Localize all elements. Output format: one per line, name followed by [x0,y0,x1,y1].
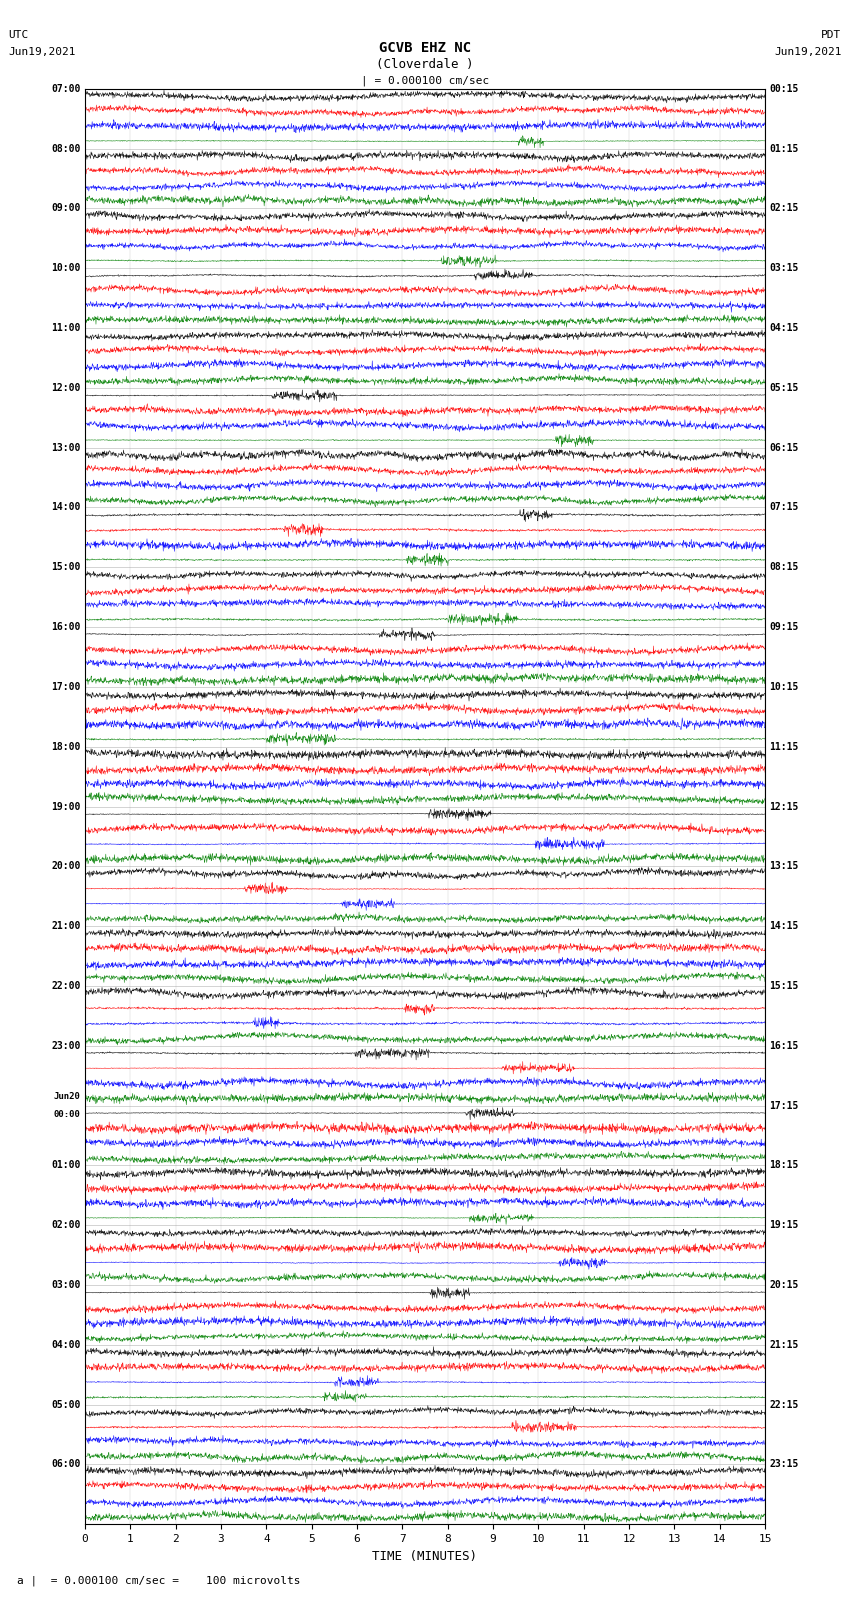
Text: 18:15: 18:15 [769,1160,799,1171]
Text: 05:00: 05:00 [51,1400,81,1410]
Text: 07:00: 07:00 [51,84,81,94]
Text: 20:00: 20:00 [51,861,81,871]
Text: 16:15: 16:15 [769,1040,799,1050]
Text: 10:00: 10:00 [51,263,81,273]
Text: 19:15: 19:15 [769,1219,799,1231]
Text: 02:00: 02:00 [51,1219,81,1231]
Text: UTC: UTC [8,31,29,40]
Text: 00:00: 00:00 [54,1110,81,1119]
Text: 06:15: 06:15 [769,442,799,453]
Text: 08:15: 08:15 [769,563,799,573]
Text: 00:15: 00:15 [769,84,799,94]
Text: 06:00: 06:00 [51,1460,81,1469]
Text: 04:00: 04:00 [51,1340,81,1350]
Text: 03:00: 03:00 [51,1281,81,1290]
Text: 11:15: 11:15 [769,742,799,752]
Text: PDT: PDT [821,31,842,40]
Text: 19:00: 19:00 [51,802,81,811]
Text: 11:00: 11:00 [51,323,81,332]
Text: 17:00: 17:00 [51,682,81,692]
Text: 14:00: 14:00 [51,502,81,513]
Text: 22:15: 22:15 [769,1400,799,1410]
Text: 12:00: 12:00 [51,382,81,394]
Text: 01:15: 01:15 [769,144,799,153]
Text: | = 0.000100 cm/sec: | = 0.000100 cm/sec [361,76,489,85]
Text: 02:15: 02:15 [769,203,799,213]
Text: 08:00: 08:00 [51,144,81,153]
Text: 21:00: 21:00 [51,921,81,931]
Text: Jun20: Jun20 [54,1092,81,1100]
Text: 18:00: 18:00 [51,742,81,752]
Text: 15:00: 15:00 [51,563,81,573]
Text: 22:00: 22:00 [51,981,81,990]
Text: (Cloverdale ): (Cloverdale ) [377,58,473,71]
Text: Jun19,2021: Jun19,2021 [774,47,842,56]
Text: 16:00: 16:00 [51,623,81,632]
Text: 01:00: 01:00 [51,1160,81,1171]
Text: 05:15: 05:15 [769,382,799,394]
Text: a |  = 0.000100 cm/sec =    100 microvolts: a | = 0.000100 cm/sec = 100 microvolts [17,1576,301,1586]
Text: 15:15: 15:15 [769,981,799,990]
Text: 07:15: 07:15 [769,502,799,513]
Text: 13:00: 13:00 [51,442,81,453]
Text: GCVB EHZ NC: GCVB EHZ NC [379,42,471,55]
Text: 23:00: 23:00 [51,1040,81,1050]
Text: 03:15: 03:15 [769,263,799,273]
Text: Jun19,2021: Jun19,2021 [8,47,76,56]
Text: 23:15: 23:15 [769,1460,799,1469]
Text: 14:15: 14:15 [769,921,799,931]
Text: 20:15: 20:15 [769,1281,799,1290]
Text: 09:15: 09:15 [769,623,799,632]
Text: 09:00: 09:00 [51,203,81,213]
X-axis label: TIME (MINUTES): TIME (MINUTES) [372,1550,478,1563]
Text: 13:15: 13:15 [769,861,799,871]
Text: 17:15: 17:15 [769,1100,799,1111]
Text: 04:15: 04:15 [769,323,799,332]
Text: 12:15: 12:15 [769,802,799,811]
Text: 10:15: 10:15 [769,682,799,692]
Text: 21:15: 21:15 [769,1340,799,1350]
